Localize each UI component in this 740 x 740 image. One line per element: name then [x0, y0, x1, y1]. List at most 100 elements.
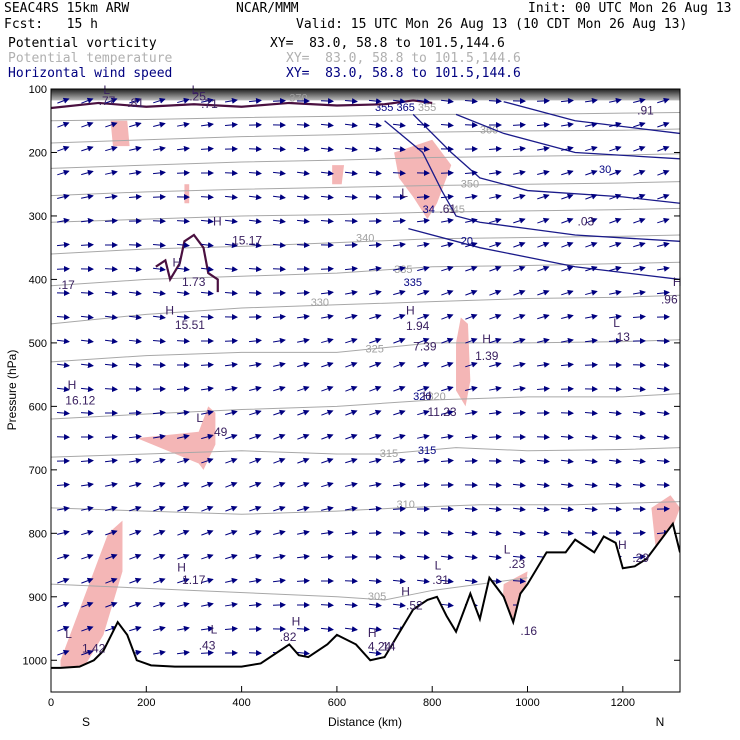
wind-vector: [344, 122, 358, 129]
wind-vector: [176, 314, 190, 321]
wind-vector: [417, 385, 430, 392]
wind-vector: [153, 481, 166, 488]
wind-vector: [609, 289, 622, 296]
wind-vector: [536, 530, 550, 537]
wind-vector: [512, 578, 526, 585]
wind-vector: [512, 554, 526, 561]
wind-vector: [57, 97, 70, 104]
wind-vector: [297, 457, 310, 464]
wind-vector: [489, 313, 502, 320]
wind-vector: [81, 625, 94, 632]
pv-shading: [184, 184, 190, 204]
pv-value-label: .91: [637, 103, 654, 117]
wind-vector: [633, 241, 646, 248]
y-tick-label: 900: [29, 592, 47, 604]
wind-vector: [321, 409, 334, 416]
wind-vector: [536, 506, 550, 513]
wind-vector: [608, 410, 622, 417]
pv-value-label: .29: [632, 551, 649, 565]
wind-vector: [657, 145, 670, 152]
wind-vector: [57, 145, 70, 152]
wind-vector: [177, 433, 190, 440]
wind-vector: [633, 265, 646, 272]
wind-vector: [656, 410, 670, 417]
wind-vector: [80, 481, 94, 488]
wind-vector: [536, 361, 550, 368]
wind-vector: [416, 481, 430, 488]
wind-vector: [153, 625, 166, 632]
wind-vector: [272, 313, 286, 320]
wind-vector: [393, 337, 406, 344]
theta-contour: [51, 181, 680, 197]
x-tick-label: 1000: [515, 697, 539, 709]
wind-vector: [224, 170, 238, 177]
wind-vector: [513, 361, 526, 368]
wind-vector: [465, 385, 478, 392]
wind-vector: [633, 97, 646, 104]
pv-value-label: 15.51: [175, 318, 205, 332]
wind-vector: [512, 506, 526, 513]
wind-vector: [560, 506, 574, 513]
wind-vector: [273, 505, 286, 512]
wind-vector: [272, 170, 286, 177]
wind-vector: [369, 433, 382, 440]
wind-vector: [249, 481, 262, 488]
wind-vector: [176, 218, 190, 225]
wind-vector: [177, 457, 190, 464]
pv-extremum-letter: L: [192, 83, 199, 97]
field-wind-xy: XY= 83.0, 58.8 to 101.5,144.6: [286, 66, 521, 81]
wind-vector: [320, 529, 334, 536]
wind-vector: [128, 314, 142, 321]
pv-extremum-letter: H: [173, 256, 182, 270]
pv-value-label: .71: [201, 97, 218, 111]
pv-extremum-letter: L: [211, 623, 218, 637]
wind-vector: [609, 97, 622, 104]
wind-vector: [320, 626, 334, 633]
wind-vector: [272, 601, 286, 608]
theta-contour: [51, 339, 680, 363]
wind-vector: [368, 122, 382, 129]
wind-vector: [441, 385, 454, 392]
wind-vector: [177, 529, 190, 536]
x-tick-label: 800: [423, 697, 441, 709]
y-tick-label: 1000: [23, 655, 47, 667]
wind-vector: [440, 506, 454, 513]
wind-vector: [393, 313, 406, 320]
wind-vector: [345, 361, 358, 368]
theta-label: 315: [380, 448, 398, 460]
wind-vector: [225, 433, 238, 440]
wind-vector: [296, 553, 310, 560]
wind-vector: [344, 626, 358, 633]
pv-extremum-letter: L: [401, 186, 408, 200]
wind-vector: [177, 553, 190, 560]
wind-vector: [633, 121, 646, 128]
wind-vector: [465, 241, 478, 248]
pv-value-label: .25: [189, 89, 206, 103]
wind-vector: [321, 385, 334, 392]
wind-vector: [105, 529, 118, 536]
wind-vector: [416, 217, 430, 224]
pv-extremum-letter: H: [482, 332, 491, 346]
wind-vector: [561, 289, 574, 296]
wind-vector: [608, 458, 622, 465]
y-tick-label: 300: [29, 211, 47, 223]
wind-vector: [513, 265, 526, 272]
wind-vector: [489, 361, 502, 368]
wind-vector: [321, 457, 334, 464]
wind-vector: [512, 121, 526, 128]
wind-vector: [369, 313, 382, 320]
pv-extremum-letter: L: [196, 411, 203, 425]
wind-vector: [249, 385, 262, 392]
wind-vector: [536, 121, 550, 128]
wind-vector: [513, 337, 526, 344]
wind-vector: [657, 97, 670, 104]
wind-vector: [417, 337, 430, 344]
wind-vector: [297, 361, 310, 368]
wind-vector: [585, 193, 598, 200]
wind-vector: [152, 338, 166, 345]
wind-vector: [321, 505, 334, 512]
wind-vector: [80, 338, 94, 345]
wind-vector: [200, 385, 214, 392]
pv-contour-upper: [51, 99, 433, 110]
wind-vector: [56, 362, 70, 369]
